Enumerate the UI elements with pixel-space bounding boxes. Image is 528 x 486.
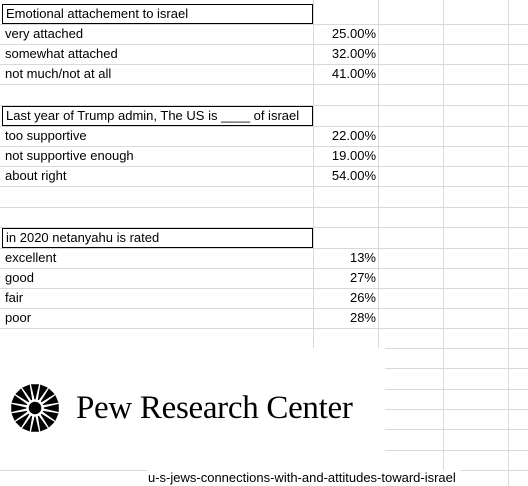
row-divider	[0, 207, 528, 208]
row-value[interactable]: 32.00%	[331, 46, 376, 61]
row-divider	[0, 328, 528, 329]
section-header-attachment[interactable]: Emotional attachement to israel	[2, 4, 313, 24]
row-label[interactable]: not much/not at all	[5, 66, 112, 81]
row-value[interactable]: 13%	[349, 250, 376, 265]
footer-filename: u-s-jews-connections-with-and-attitudes-…	[148, 470, 460, 486]
row-divider	[0, 227, 528, 228]
row-divider	[0, 64, 528, 65]
row-divider	[0, 288, 528, 289]
row-value[interactable]: 27%	[349, 270, 376, 285]
row-divider	[0, 44, 528, 45]
sunburst-logo-icon	[11, 384, 59, 432]
row-label[interactable]: poor	[5, 310, 32, 325]
row-divider	[0, 308, 528, 309]
column-divider	[313, 0, 314, 486]
row-divider	[0, 105, 528, 106]
column-divider	[378, 0, 379, 486]
logo-area	[0, 348, 385, 470]
row-divider	[0, 166, 528, 167]
row-divider	[0, 126, 528, 127]
row-label[interactable]: excellent	[5, 250, 57, 265]
row-label[interactable]: about right	[5, 168, 67, 183]
row-value[interactable]: 54.00%	[331, 168, 376, 183]
column-divider	[508, 0, 509, 486]
row-value[interactable]: 28%	[349, 310, 376, 325]
row-value[interactable]: 26%	[349, 290, 376, 305]
row-divider	[0, 84, 528, 85]
row-divider	[0, 268, 528, 269]
row-value[interactable]: 19.00%	[331, 148, 376, 163]
row-label[interactable]: not supportive enough	[5, 148, 134, 163]
row-divider	[0, 186, 528, 187]
row-label[interactable]: very attached	[5, 26, 84, 41]
row-label[interactable]: too supportive	[5, 128, 87, 143]
row-label[interactable]: somewhat attached	[5, 46, 118, 61]
row-divider	[0, 146, 528, 147]
section-header-us-support[interactable]: Last year of Trump admin, The US is ____…	[2, 106, 313, 126]
row-value[interactable]: 25.00%	[331, 26, 376, 41]
row-divider	[0, 248, 528, 249]
row-value[interactable]: 41.00%	[331, 66, 376, 81]
row-label[interactable]: good	[5, 270, 34, 285]
row-divider	[0, 24, 528, 25]
section-header-netanyahu[interactable]: in 2020 netanyahu is rated	[2, 228, 313, 248]
logo-text: Pew Research Center	[76, 390, 353, 426]
row-value[interactable]: 22.00%	[331, 128, 376, 143]
column-divider	[443, 0, 444, 486]
row-label[interactable]: fair	[5, 290, 24, 305]
